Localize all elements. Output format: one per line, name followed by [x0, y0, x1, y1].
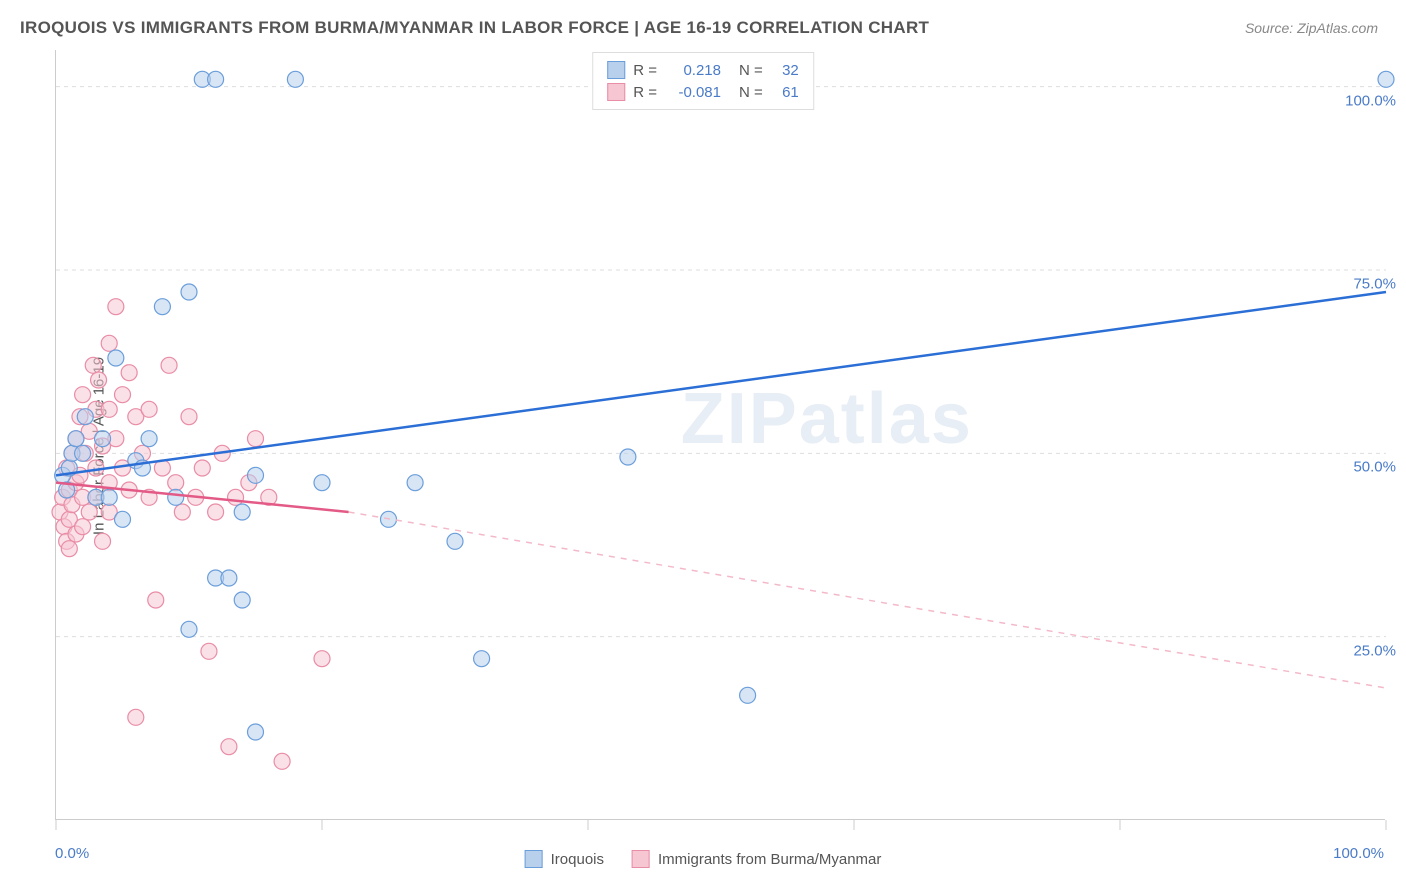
legend-n-value: 32 [771, 62, 799, 79]
chart-title: IROQUOIS VS IMMIGRANTS FROM BURMA/MYANMA… [20, 18, 929, 38]
legend-swatch [632, 850, 650, 868]
legend-series: Iroquois Immigrants from Burma/Myanmar [525, 850, 882, 868]
scatter-plot-svg [56, 50, 1386, 820]
legend-swatch [607, 83, 625, 101]
x-tick-label-min: 0.0% [55, 845, 89, 862]
legend-n-label: N = [739, 84, 763, 101]
legend-series-label: Iroquois [551, 851, 604, 868]
legend-series-item: Iroquois [525, 850, 604, 868]
legend-r-value: 0.218 [665, 62, 721, 79]
legend-series-item: Immigrants from Burma/Myanmar [632, 850, 881, 868]
legend-swatch [525, 850, 543, 868]
y-tick-label: 25.0% [1353, 642, 1396, 659]
chart-source: Source: ZipAtlas.com [1245, 20, 1378, 36]
legend-r-value: -0.081 [665, 84, 721, 101]
y-tick-label: 50.0% [1353, 459, 1396, 476]
legend-n-label: N = [739, 62, 763, 79]
plot-area: ZIPatlas [55, 50, 1385, 820]
legend-row: R = -0.081 N = 61 [607, 81, 799, 103]
legend-r-label: R = [633, 62, 657, 79]
chart-container: IROQUOIS VS IMMIGRANTS FROM BURMA/MYANMA… [0, 0, 1406, 892]
legend-correlation: R = 0.218 N = 32 R = -0.081 N = 61 [592, 52, 814, 110]
y-tick-label: 75.0% [1353, 276, 1396, 293]
legend-r-label: R = [633, 84, 657, 101]
legend-n-value: 61 [771, 84, 799, 101]
legend-swatch [607, 61, 625, 79]
y-tick-label: 100.0% [1345, 92, 1396, 109]
x-tick-label-max: 100.0% [1333, 845, 1384, 862]
legend-row: R = 0.218 N = 32 [607, 59, 799, 81]
legend-series-label: Immigrants from Burma/Myanmar [658, 851, 881, 868]
